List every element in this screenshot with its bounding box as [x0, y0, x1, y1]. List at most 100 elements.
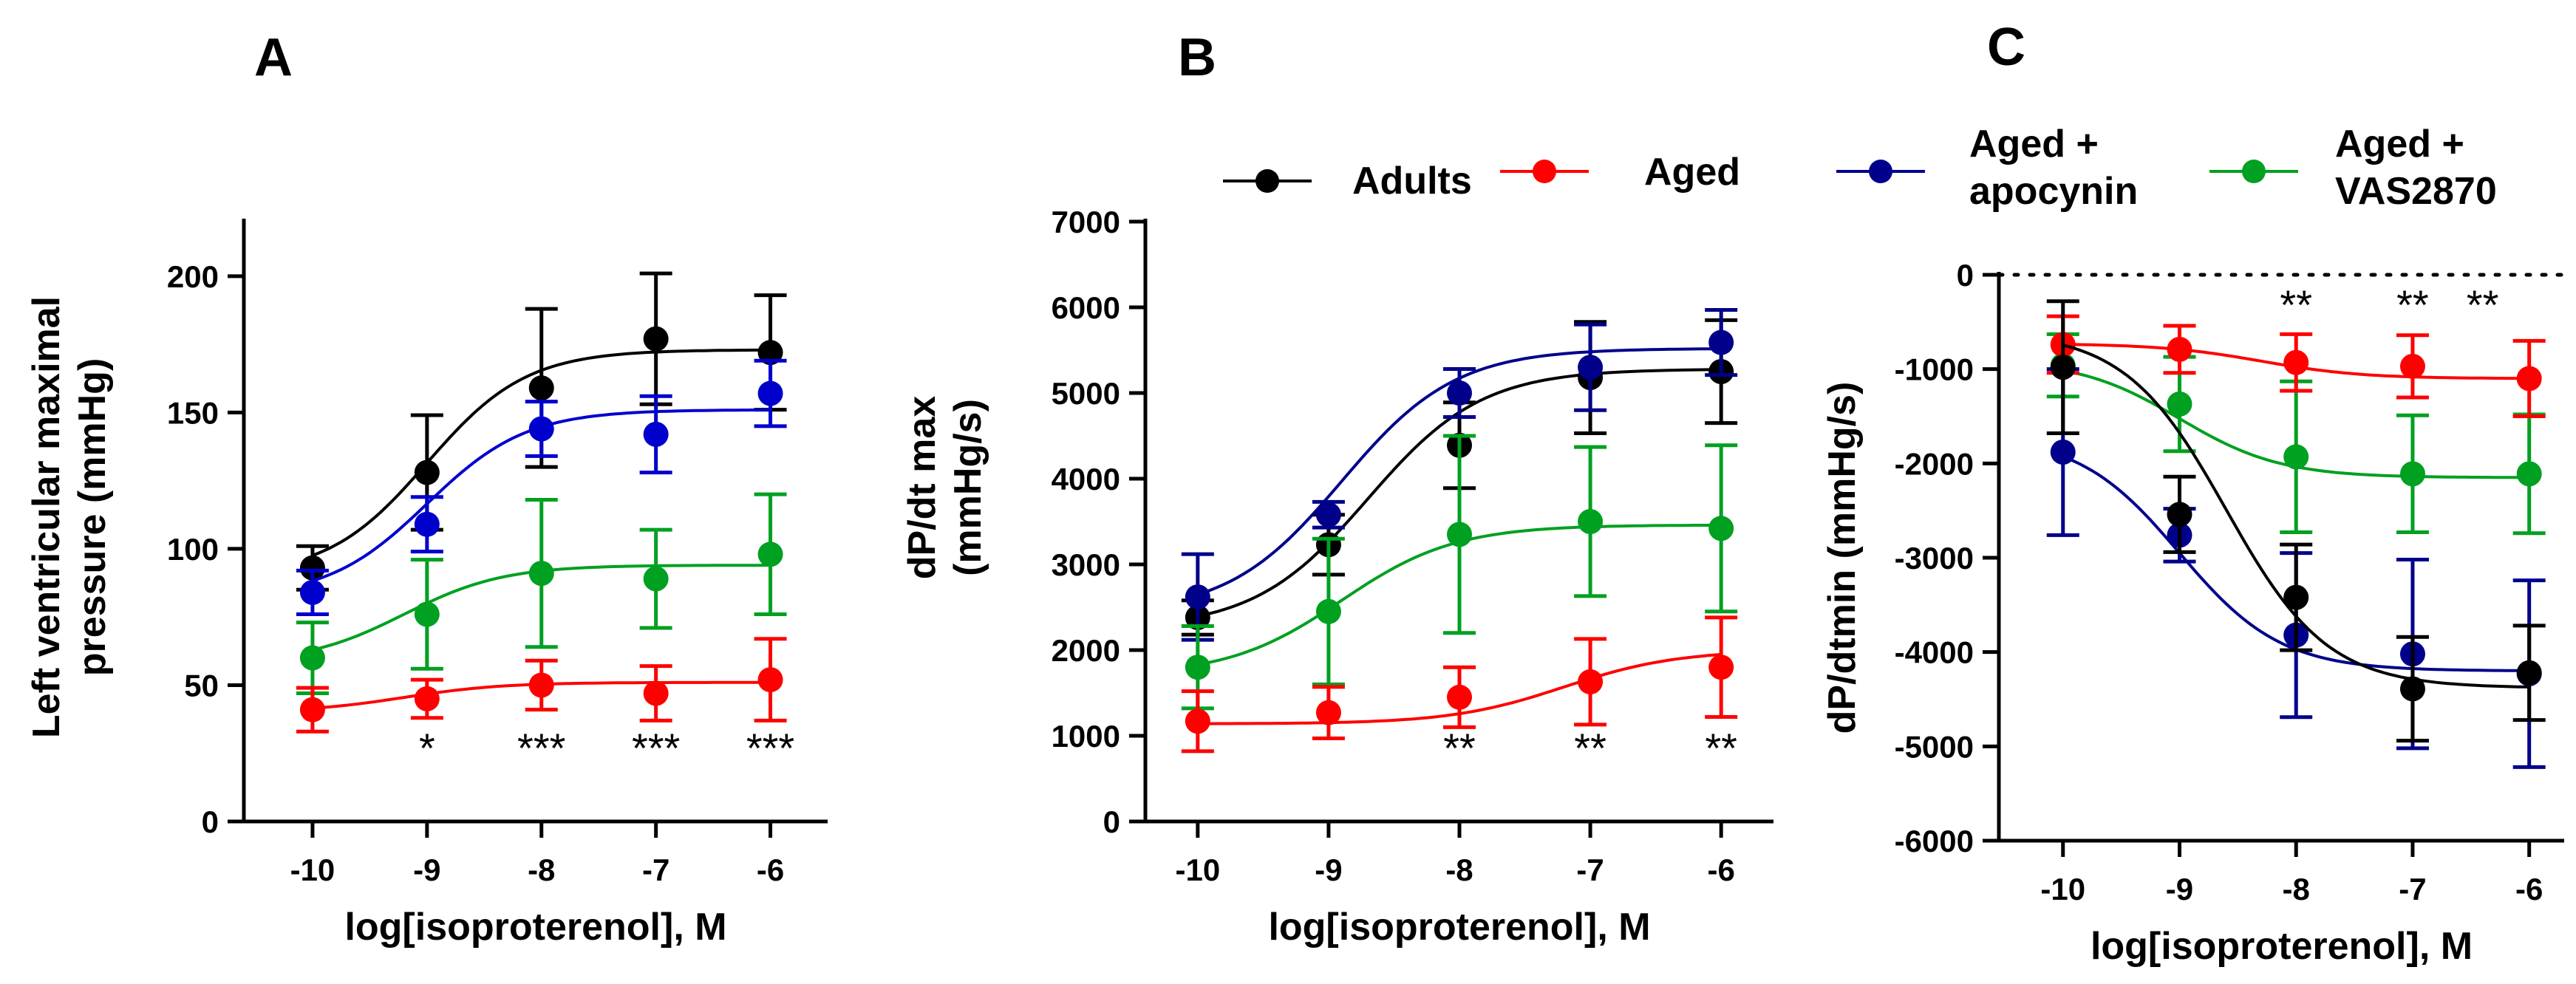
x-tick-label: -6 [757, 853, 784, 887]
y-axis-title-c-line-1: dP/dtmin (mmHg/s) [1821, 382, 1864, 734]
x-tick-label: -8 [1445, 853, 1473, 887]
data-point [1315, 598, 1341, 624]
panel-letter-c: C [1987, 18, 2025, 77]
legend-item-adults: Adults [1223, 160, 1472, 202]
legend-label-line-2: apocynin [1969, 170, 2138, 213]
significance-marker: *** [746, 725, 794, 771]
data-point [1447, 522, 1472, 547]
significance-marker: *** [517, 725, 565, 771]
y-tick-label: 7000 [1052, 205, 1120, 239]
x-tick-label: -9 [1315, 853, 1342, 887]
data-point [2399, 353, 2425, 379]
data-point [2283, 584, 2309, 610]
y-tick-label: 100 [167, 532, 219, 567]
data-point [2167, 336, 2192, 362]
data-point [757, 667, 783, 693]
data-point [2283, 349, 2309, 375]
data-point [643, 566, 669, 592]
y-tick-label: 4000 [1052, 462, 1120, 496]
series-aged [296, 637, 787, 734]
y-tick-label: -3000 [1895, 541, 1974, 575]
legend-marker [1255, 169, 1279, 193]
x-tick-label: -10 [1175, 853, 1220, 887]
data-point [2516, 366, 2542, 392]
data-point [299, 579, 325, 605]
y-tick-label: 0 [1957, 258, 1974, 293]
panel-a: A 0 50 100 150 200 -10 -9 -8 -7 -6 log[isoprotereno… [25, 28, 828, 949]
legend-marker [1869, 160, 1892, 183]
data-point [414, 511, 440, 537]
y-tick-label: 5000 [1052, 376, 1120, 411]
legend-label: Aged [1644, 151, 1740, 194]
data-point [528, 375, 554, 401]
y-tick-label: -6000 [1895, 824, 1974, 858]
x-axis-title-a: log[isoproterenol], M [344, 906, 726, 949]
data-point [1578, 355, 1604, 380]
data-point [757, 541, 783, 567]
data-point [2516, 461, 2542, 487]
y-tick-label: 6000 [1052, 290, 1120, 325]
data-point [643, 326, 669, 352]
x-axis-title-b: log[isoproterenol], M [1268, 906, 1650, 949]
panel-letter-b: B [1178, 28, 1216, 87]
data-point [2167, 502, 2192, 527]
x-axis-title-c: log[isoproterenol], M [2091, 925, 2473, 968]
series-aged [1181, 615, 1738, 754]
data-point [414, 686, 440, 711]
y-axis-title-b-line-2: (mmHg/s) [947, 399, 989, 576]
x-tick-label: -7 [2399, 872, 2426, 906]
panel-letter-a: A [254, 28, 293, 87]
significance-marker: ** [2396, 281, 2429, 328]
data-point [757, 380, 783, 406]
x-tick-label: -7 [1576, 853, 1604, 887]
legend-label: Adults [1352, 160, 1472, 202]
y-tick-label: -5000 [1895, 729, 1974, 764]
legend-label-line-1: Aged + [1969, 123, 2099, 165]
data-point [1447, 684, 1472, 710]
y-tick-label: -4000 [1895, 635, 1974, 670]
x-tick-label: -10 [2040, 872, 2085, 906]
series-aged-apocynin [2046, 367, 2546, 769]
y-tick-label: 3000 [1052, 547, 1120, 582]
y-tick-label: -2000 [1895, 446, 1974, 481]
y-tick-label: 0 [202, 804, 219, 839]
y-tick-label: 2000 [1052, 633, 1120, 668]
data-point [1185, 584, 1210, 610]
significance-marker: ** [1705, 725, 1737, 771]
data-point [643, 680, 669, 706]
significance-marker: * [419, 725, 435, 771]
legend-item-aged: Aged [1500, 151, 1740, 194]
data-point [414, 459, 440, 485]
y-axis-title-a-line-2: pressure (mmHg) [71, 358, 114, 677]
significance-marker: ** [2280, 281, 2312, 328]
axes-c [1997, 272, 2564, 843]
y-tick-label: 50 [184, 668, 219, 703]
y-tick-label: 1000 [1052, 719, 1120, 754]
y-tick-label: 0 [1103, 804, 1120, 839]
data-point [1708, 329, 1734, 355]
x-tick-label: -9 [2166, 872, 2193, 906]
series-adults [2046, 299, 2546, 743]
x-tick-label: -8 [2283, 872, 2310, 906]
x-tick-label: -10 [290, 853, 335, 887]
panel-c: C -6000 -5000 -4000 -3000 -2000 -1000 0 -10 -9 -8 -… [1821, 18, 2566, 968]
data-point [528, 416, 554, 442]
data-point [528, 561, 554, 587]
data-point [2516, 660, 2542, 686]
data-point [299, 697, 325, 722]
data-point [757, 340, 783, 366]
data-point [299, 645, 325, 671]
legend-item-aged-apocynin: Aged + apocynin [1836, 123, 2138, 213]
series-aged-apocynin [296, 358, 787, 616]
data-point [2399, 676, 2425, 702]
x-tick-label: -7 [642, 853, 669, 887]
series-aged [2046, 314, 2546, 418]
y-axis-title-b-line-1: dP/dt max [901, 396, 944, 580]
data-point [1185, 655, 1210, 680]
data-point [299, 555, 325, 581]
y-tick-label: 150 [167, 395, 219, 430]
legend-label-line-2: VAS2870 [2335, 170, 2497, 213]
series-aged-vas2870 [1181, 434, 1738, 711]
data-point [643, 421, 669, 447]
data-point [1315, 502, 1341, 527]
